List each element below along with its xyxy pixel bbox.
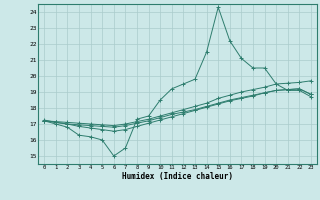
X-axis label: Humidex (Indice chaleur): Humidex (Indice chaleur) bbox=[122, 172, 233, 181]
